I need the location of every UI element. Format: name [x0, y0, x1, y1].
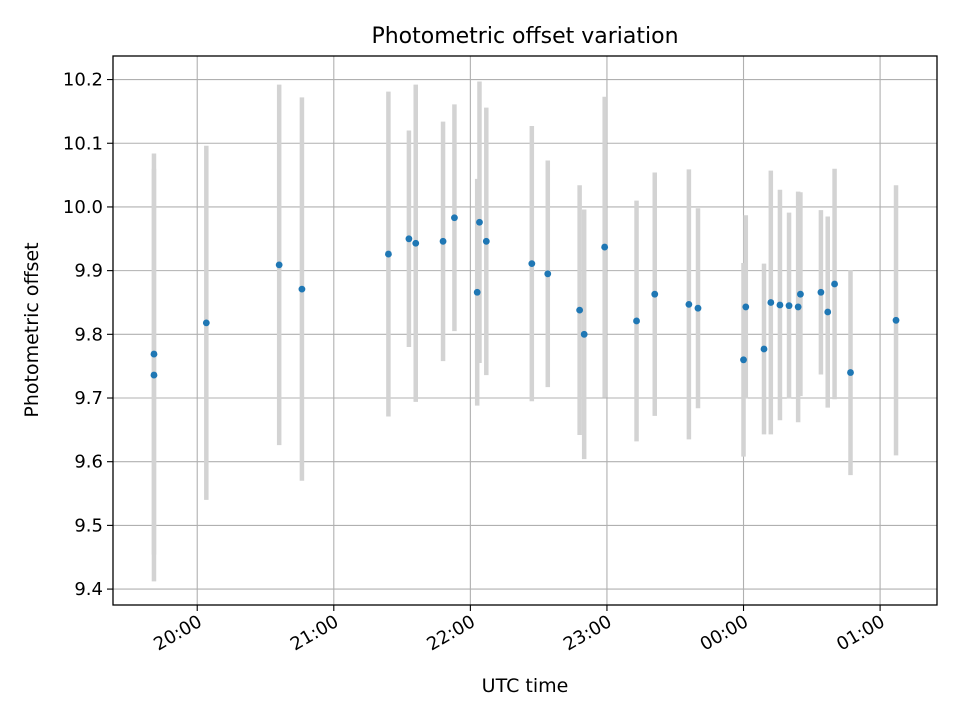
data-point: [740, 356, 747, 364]
data-point: [797, 290, 804, 298]
data-point: [651, 290, 659, 298]
data-point: [202, 319, 210, 327]
y-tick-label: 10.1: [63, 133, 103, 154]
data-point: [482, 237, 490, 245]
data-point: [150, 371, 158, 379]
data-point: [785, 302, 793, 310]
y-tick-label: 10.2: [63, 70, 103, 91]
data-point: [298, 285, 306, 293]
data-point: [385, 250, 392, 258]
plot-frame: [112, 55, 938, 606]
data-point: [633, 317, 640, 325]
data-point: [275, 261, 283, 269]
data-point: [776, 301, 784, 309]
y-tick-label: 9.4: [74, 579, 103, 600]
data-point: [742, 303, 750, 311]
data-points: [150, 214, 900, 379]
data-point: [476, 218, 483, 226]
data-point: [694, 304, 702, 312]
data-point: [576, 306, 584, 314]
y-tick-label: 9.9: [74, 261, 103, 282]
data-point: [473, 288, 481, 296]
y-axis-ticks: 9.4 9.5 9.6 9.7 9.8 9.9 10.0 10.1 10.2: [63, 70, 113, 600]
data-point: [405, 235, 413, 243]
data-point: [817, 288, 825, 296]
data-point: [451, 214, 458, 222]
data-point: [847, 369, 854, 376]
y-tick-label: 9.5: [74, 515, 103, 536]
y-tick-label: 9.6: [74, 452, 103, 473]
data-point: [601, 243, 609, 251]
y-axis-label: Photometric offset: [21, 242, 43, 417]
data-point: [528, 260, 536, 268]
y-tick-label: 9.8: [74, 324, 103, 345]
data-point: [544, 270, 552, 278]
data-point: [439, 237, 447, 245]
data-point: [824, 308, 832, 316]
data-point: [767, 299, 775, 306]
data-point: [760, 345, 768, 353]
y-tick-label: 9.7: [74, 388, 103, 409]
data-point: [150, 350, 158, 358]
data-point: [580, 330, 588, 338]
data-point: [412, 239, 420, 247]
x-axis-label: UTC time: [482, 675, 569, 697]
data-point: [831, 280, 838, 288]
chart-title: Photometric offset variation: [371, 24, 678, 49]
data-point: [892, 316, 900, 324]
y-tick-label: 10.0: [63, 197, 103, 218]
data-point: [685, 300, 693, 308]
data-point: [794, 303, 802, 311]
